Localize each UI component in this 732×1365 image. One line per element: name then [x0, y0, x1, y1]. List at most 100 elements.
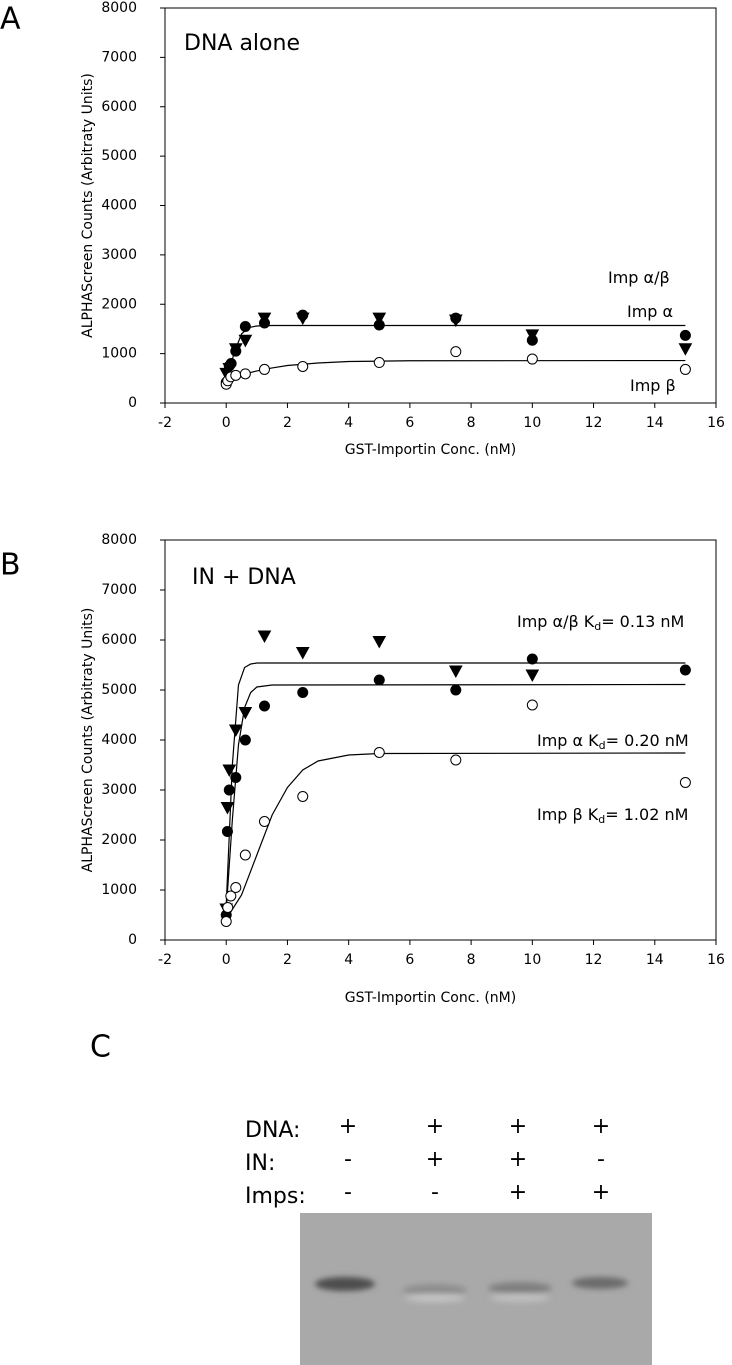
- y-tick-label: 8000: [101, 0, 137, 16]
- marker: [238, 707, 253, 720]
- y-tick-label: 1000: [101, 346, 137, 362]
- fit-curve: [225, 662, 686, 906]
- lane-sign: +: [592, 1180, 610, 1205]
- marker: [221, 826, 233, 837]
- marker: [220, 916, 232, 927]
- marker: [373, 674, 385, 686]
- x-axis-label: GST-Importin Conc. (nM): [345, 442, 516, 458]
- lane-sign: -: [431, 1180, 439, 1205]
- marker: [220, 802, 235, 815]
- marker: [372, 636, 387, 649]
- series-name: Imp α: [537, 731, 583, 750]
- marker: [526, 353, 538, 365]
- x-tick-label: 8: [467, 415, 476, 431]
- y-tick-label: 5000: [101, 148, 137, 164]
- marker: [373, 319, 385, 331]
- lane-sign: +: [426, 1114, 444, 1139]
- kd-subscript: d: [598, 813, 605, 826]
- x-tick-label: 16: [707, 415, 725, 431]
- series-name: Imp α: [627, 302, 673, 321]
- plot-title: IN + DNA: [192, 565, 296, 590]
- series-label: Imp β Kd= 1.02 nM: [537, 805, 688, 827]
- marker: [526, 699, 538, 711]
- x-tick-label: 10: [523, 952, 541, 968]
- marker: [297, 309, 309, 321]
- marker: [222, 764, 237, 778]
- x-tick-label: 14: [646, 952, 664, 968]
- marker: [225, 358, 237, 369]
- marker: [450, 754, 462, 766]
- marker: [373, 357, 385, 369]
- marker: [258, 363, 270, 375]
- row-label: DNA:: [245, 1118, 300, 1143]
- y-tick-label: 4000: [101, 198, 137, 214]
- y-tick-label: 4000: [101, 732, 137, 748]
- x-tick-label: 10: [523, 415, 541, 431]
- x-tick-label: 14: [646, 415, 664, 431]
- marker: [450, 346, 462, 358]
- series-label: Imp β: [630, 376, 676, 395]
- marker: [230, 369, 242, 381]
- kd-value: = 0.20 nM: [606, 731, 689, 750]
- x-tick-label: 0: [222, 952, 231, 968]
- series-label: Imp α/β: [608, 268, 670, 287]
- x-tick-label: 4: [344, 952, 353, 968]
- x-tick-label: -2: [158, 415, 172, 431]
- series-name: Imp β: [630, 376, 676, 395]
- lane-sign: +: [509, 1114, 527, 1139]
- x-tick-label: 6: [405, 415, 414, 431]
- row-label: Imps:: [245, 1184, 306, 1209]
- marker: [222, 902, 234, 913]
- marker: [230, 772, 242, 783]
- fit-curve: [225, 752, 686, 920]
- y-axis-label: ALPHAScreen Counts (Arbitraty Units): [80, 73, 96, 338]
- marker: [450, 684, 462, 696]
- y-tick-label: 8000: [101, 532, 137, 548]
- y-tick-label: 2000: [101, 832, 137, 848]
- x-axis-label: GST-Importin Conc. (nM): [345, 990, 516, 1006]
- marker: [239, 368, 251, 380]
- y-tick-label: 3000: [101, 247, 137, 263]
- kd-symbol: K: [588, 805, 599, 824]
- x-tick-label: 12: [585, 415, 603, 431]
- marker: [679, 329, 691, 341]
- lane-sign: -: [344, 1180, 352, 1205]
- kd-value: = 1.02 nM: [605, 805, 688, 824]
- marker: [525, 669, 540, 683]
- kd-subscript: d: [599, 739, 606, 752]
- plot-title: DNA alone: [184, 31, 300, 56]
- fit-curve: [225, 683, 686, 911]
- y-axis-label: ALPHAScreen Counts (Arbitraty Units): [80, 608, 96, 873]
- lane-sign: +: [592, 1114, 610, 1139]
- series-name: Imp α/β: [608, 268, 670, 287]
- marker: [448, 665, 463, 679]
- marker: [230, 345, 242, 357]
- lane-sign: +: [339, 1114, 357, 1139]
- marker: [258, 816, 270, 827]
- panel-label: B: [0, 548, 21, 583]
- y-tick-label: 5000: [101, 682, 137, 698]
- marker: [257, 630, 272, 644]
- marker: [258, 317, 270, 329]
- row-label: IN:: [245, 1151, 275, 1176]
- series-label: Imp α/β Kd= 0.13 nM: [517, 612, 684, 634]
- marker: [297, 791, 309, 802]
- x-tick-label: 8: [467, 952, 476, 968]
- marker: [679, 777, 691, 788]
- x-tick-label: 12: [585, 952, 603, 968]
- marker: [373, 747, 385, 758]
- gel-image: [300, 1213, 652, 1365]
- marker: [225, 890, 237, 902]
- panel-label: C: [90, 1030, 111, 1065]
- y-tick-label: 7000: [101, 582, 137, 598]
- marker: [678, 343, 693, 356]
- x-tick-label: 0: [222, 415, 231, 431]
- y-tick-label: 2000: [101, 296, 137, 312]
- lane-sign: +: [426, 1147, 444, 1172]
- marker: [239, 849, 251, 861]
- x-tick-label: 6: [405, 952, 414, 968]
- series-label: Imp α Kd= 0.20 nM: [537, 731, 689, 753]
- marker: [372, 312, 387, 326]
- y-tick-label: 1000: [101, 882, 137, 898]
- y-tick-label: 0: [128, 932, 137, 948]
